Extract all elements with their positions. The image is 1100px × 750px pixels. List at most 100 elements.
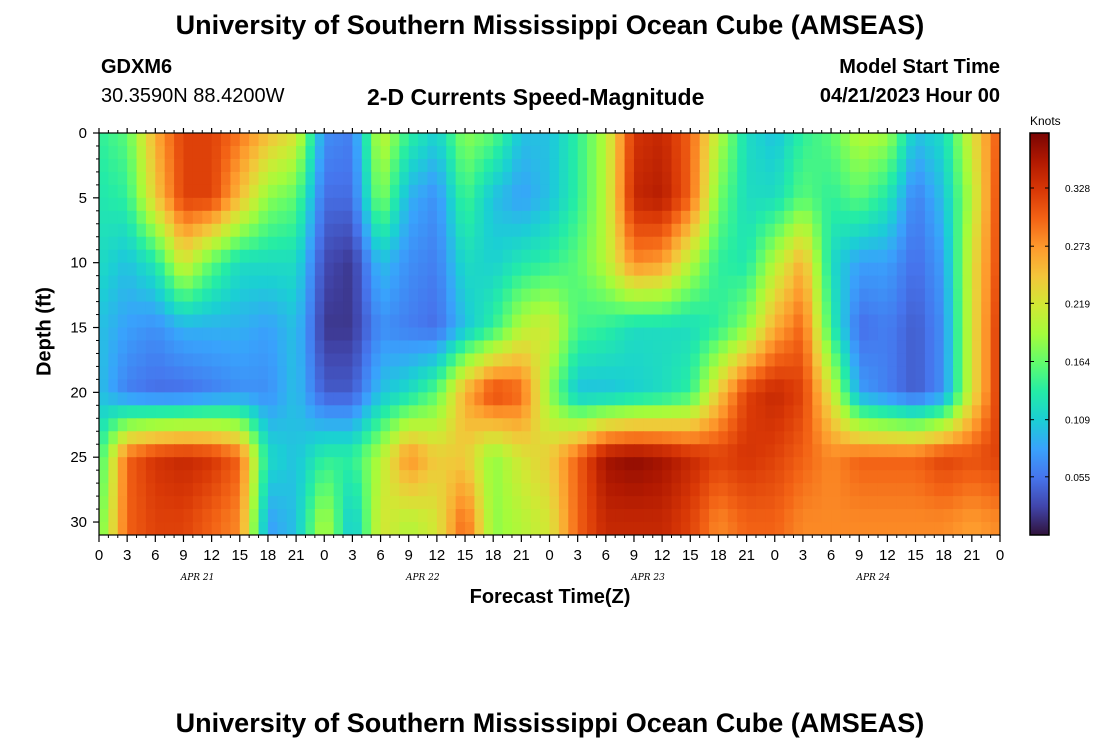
heatmap-cell <box>624 470 635 484</box>
heatmap-cell <box>352 133 363 147</box>
heatmap-cell <box>108 392 119 406</box>
heatmap-cell <box>549 133 560 147</box>
heatmap-cell <box>549 236 560 251</box>
heatmap-cell <box>765 509 776 523</box>
heatmap-cell <box>127 353 138 368</box>
heatmap-cell <box>418 483 429 497</box>
heatmap-cell <box>145 340 156 355</box>
heatmap-cell <box>380 366 391 380</box>
heatmap-cell <box>333 133 344 147</box>
heatmap-cell <box>587 158 598 173</box>
heatmap-cell <box>971 223 982 238</box>
heatmap-cell <box>183 431 194 445</box>
heatmap-cell <box>906 236 917 251</box>
station-id: GDXM6 <box>101 56 173 78</box>
heatmap-cell <box>380 288 391 303</box>
heatmap-cell <box>727 133 738 147</box>
heatmap-cell <box>877 470 888 484</box>
heatmap-cell <box>605 327 616 342</box>
heatmap-cell <box>502 457 513 471</box>
heatmap-cell <box>474 366 485 380</box>
heatmap-cell <box>239 431 250 445</box>
heatmap-cell <box>540 340 551 355</box>
heatmap-cell <box>427 249 438 264</box>
heatmap-cell <box>530 509 541 523</box>
heatmap-cell <box>371 509 382 523</box>
heatmap-cell <box>418 223 429 238</box>
heatmap-cell <box>709 353 720 368</box>
heatmap-cell <box>831 288 842 303</box>
heatmap-cell <box>530 366 541 380</box>
heatmap-cell <box>943 522 954 535</box>
heatmap-cell <box>652 223 663 238</box>
heatmap-cell <box>896 522 907 535</box>
x-tick-label: 21 <box>288 547 305 564</box>
heatmap-cell <box>174 249 185 264</box>
heatmap-cell <box>221 158 231 173</box>
heatmap-cell <box>99 470 109 484</box>
heatmap-cell <box>117 444 128 458</box>
heatmap-cell <box>230 262 241 277</box>
heatmap-cell <box>249 327 260 342</box>
heatmap-cell <box>690 171 701 186</box>
heatmap-cell <box>990 314 1000 329</box>
heatmap-cell <box>145 431 156 445</box>
heatmap-cell <box>418 314 429 329</box>
heatmap-cell <box>361 470 372 484</box>
heatmap-cell <box>455 353 466 368</box>
heatmap-cell <box>690 327 701 342</box>
heatmap-cell <box>333 431 344 445</box>
heatmap-cell <box>727 431 738 445</box>
heatmap-cell <box>821 366 832 380</box>
heatmap-cell <box>249 301 260 316</box>
heatmap-cell <box>455 366 466 380</box>
heatmap-cell <box>493 158 504 173</box>
heatmap-cell <box>511 457 522 471</box>
heatmap-cell <box>755 210 766 225</box>
heatmap-cell <box>605 470 616 484</box>
heatmap-cell <box>202 366 213 380</box>
heatmap-cell <box>511 262 522 277</box>
heatmap-cell <box>812 509 823 523</box>
heatmap-cell <box>502 418 513 432</box>
heatmap-cell <box>868 483 879 497</box>
heatmap-cell <box>690 353 701 368</box>
heatmap-cell <box>727 236 738 251</box>
heatmap-cell <box>680 327 691 342</box>
heatmap-cell <box>540 483 551 497</box>
heatmap-cell <box>962 457 973 471</box>
heatmap-cell <box>793 133 804 147</box>
heatmap-cell <box>540 197 551 212</box>
heatmap-cell <box>821 392 832 406</box>
heatmap-cell <box>127 509 138 523</box>
heatmap-cell <box>333 392 344 406</box>
heatmap-cell <box>652 184 663 199</box>
heatmap-cell <box>493 431 504 445</box>
heatmap-cell <box>981 444 992 458</box>
heatmap-cell <box>981 353 992 368</box>
heatmap-cell <box>953 444 964 458</box>
heatmap-cell <box>371 288 382 303</box>
heatmap-cell <box>784 288 795 303</box>
heatmap-cell <box>568 444 579 458</box>
heatmap-cell <box>652 379 663 393</box>
heatmap-cell <box>521 496 532 510</box>
heatmap-cell <box>802 457 813 471</box>
heatmap-cell <box>549 483 560 497</box>
heatmap-cell <box>896 418 907 432</box>
x-tick-label: 15 <box>231 547 248 564</box>
heatmap-cell <box>549 405 560 419</box>
heatmap-cell <box>812 223 823 238</box>
heatmap-cell <box>906 470 917 484</box>
heatmap-cell <box>502 327 513 342</box>
heatmap-cell <box>558 366 569 380</box>
heatmap-cell <box>117 405 128 419</box>
heatmap-cell <box>192 366 203 380</box>
heatmap-cell <box>981 327 992 342</box>
heatmap-cell <box>915 288 926 303</box>
heatmap-cell <box>962 496 973 510</box>
heatmap-cell <box>784 197 795 212</box>
y-tick-label: 10 <box>70 255 87 272</box>
heatmap-cell <box>587 392 598 406</box>
heatmap-cell <box>652 288 663 303</box>
